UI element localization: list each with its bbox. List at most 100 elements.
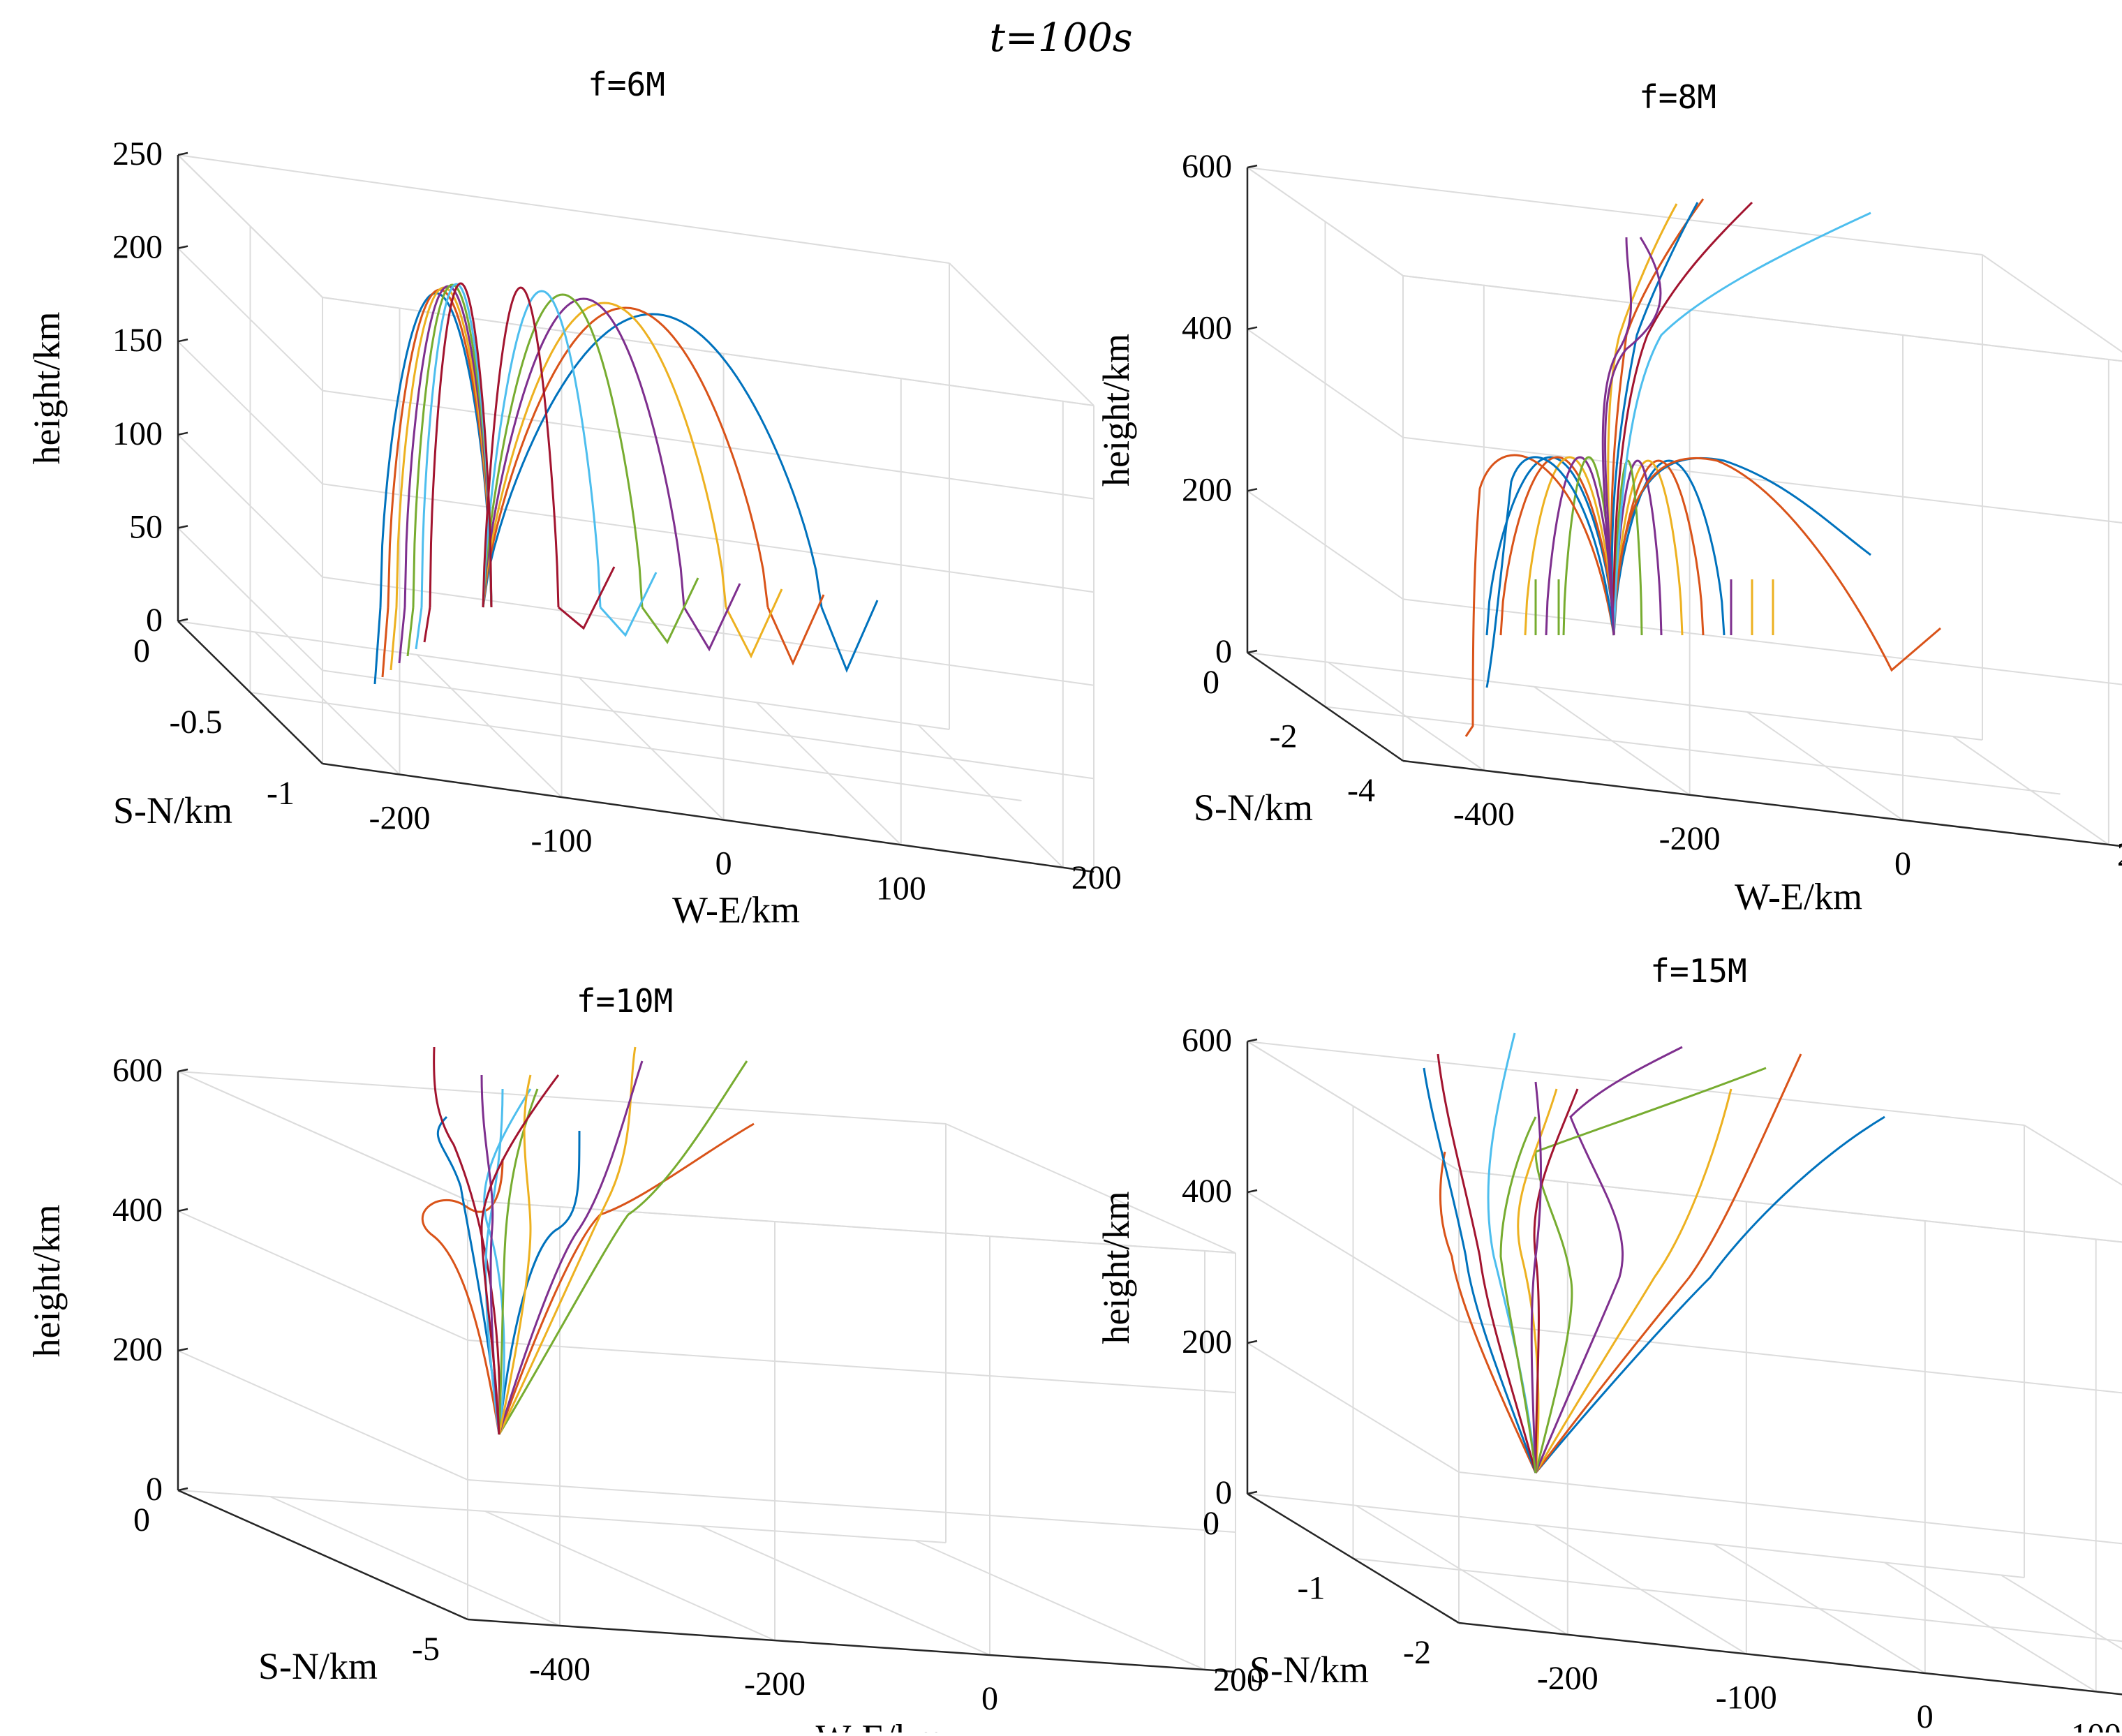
y-axis-label: S-N/km bbox=[1194, 787, 1313, 829]
subplot-title: f=10M bbox=[577, 982, 673, 1020]
z-tick-mark bbox=[1247, 1039, 1257, 1041]
ray-path bbox=[424, 607, 430, 642]
floor-gridline bbox=[1326, 707, 2061, 794]
subplot-2: 02004006000-2-4-400-2000200W-E/kmS-N/kmh… bbox=[1095, 78, 2122, 918]
floor-gridline bbox=[700, 1526, 990, 1655]
x-tick-label: 100 bbox=[2071, 1716, 2121, 1733]
ray-path bbox=[1614, 202, 1752, 635]
back-wall-gridline bbox=[1459, 1171, 2122, 1254]
floor-gridline bbox=[270, 1497, 560, 1626]
side-wall-gridline bbox=[178, 1211, 468, 1340]
z-tick-label: 400 bbox=[1182, 1173, 1232, 1210]
ray-path bbox=[642, 578, 698, 642]
z-tick-label: 600 bbox=[112, 1052, 163, 1089]
ray-path bbox=[483, 291, 600, 607]
z-tick-label: 50 bbox=[129, 508, 163, 545]
z-tick-mark bbox=[1247, 165, 1257, 168]
z-axis-label: height/km bbox=[1095, 1192, 1137, 1344]
z-tick-mark bbox=[1247, 1492, 1257, 1494]
z-tick-mark bbox=[178, 339, 188, 341]
y-tick-label: -1 bbox=[1298, 1570, 1326, 1607]
x-tick-label: -100 bbox=[1716, 1679, 1777, 1716]
x-tick-label: -200 bbox=[744, 1665, 806, 1702]
x-tick-label: 0 bbox=[1894, 845, 1911, 882]
x-axis-label: W-E/km bbox=[672, 889, 800, 931]
floor-gridline bbox=[1353, 1559, 2122, 1642]
y-tick-label: 0 bbox=[133, 632, 150, 669]
z-tick-label: 600 bbox=[1182, 148, 1232, 185]
y-tick-label: -5 bbox=[412, 1631, 440, 1668]
z-axis-label: height/km bbox=[26, 1205, 68, 1358]
z-tick-label: 200 bbox=[1182, 471, 1232, 508]
figure-title: t=100s bbox=[0, 15, 2122, 61]
x-tick-label: 0 bbox=[715, 845, 732, 882]
ray-path bbox=[1614, 458, 1871, 635]
z-tick-label: 200 bbox=[112, 1331, 163, 1368]
ray-path bbox=[391, 607, 396, 670]
z-tick-mark bbox=[1247, 489, 1257, 491]
floor-gridline bbox=[485, 1511, 775, 1640]
ray-path bbox=[1614, 458, 1941, 670]
y-tick-label: -2 bbox=[1403, 1634, 1431, 1671]
ray-path bbox=[558, 567, 614, 628]
ray-path bbox=[499, 1124, 754, 1434]
x-tick-label: 0 bbox=[1917, 1698, 1934, 1733]
subplot-3: 02004006000-5-400-2000200W-E/kmS-N/kmhei… bbox=[26, 982, 1263, 1733]
ray-path bbox=[726, 589, 782, 656]
z-axis-label: height/km bbox=[1095, 334, 1137, 487]
z-tick-label: 100 bbox=[112, 415, 163, 452]
ray-path bbox=[383, 607, 388, 677]
z-tick-label: 200 bbox=[1182, 1323, 1232, 1360]
z-tick-mark bbox=[178, 433, 188, 435]
x-tick-label: 200 bbox=[1071, 859, 1122, 896]
y-axis-label: S-N/km bbox=[258, 1645, 378, 1687]
z-tick-label: 250 bbox=[112, 135, 163, 172]
frame-edge bbox=[178, 1071, 468, 1201]
z-tick-mark bbox=[178, 526, 188, 528]
z-tick-mark bbox=[1247, 327, 1257, 329]
z-tick-mark bbox=[1247, 1341, 1257, 1343]
frame-edge bbox=[1247, 168, 1982, 255]
back-wall-gridline bbox=[468, 1480, 1236, 1532]
x-tick-label: 0 bbox=[981, 1680, 998, 1717]
ray-path bbox=[1536, 1054, 1801, 1473]
ray-path bbox=[405, 286, 491, 607]
ray-path bbox=[408, 607, 413, 656]
z-tick-mark bbox=[178, 246, 188, 248]
y-tick-label: -0.5 bbox=[170, 704, 223, 741]
x-tick-label: -400 bbox=[529, 1651, 591, 1688]
x-tick-label: -400 bbox=[1453, 796, 1515, 833]
ray-path bbox=[483, 314, 822, 607]
frame-edge bbox=[1403, 276, 2122, 363]
z-axis-label: height/km bbox=[26, 312, 68, 465]
ray-path bbox=[768, 595, 824, 663]
frame-edge bbox=[2024, 1125, 2122, 1254]
y-axis-label: S-N/km bbox=[1249, 1649, 1369, 1691]
floor-gridline bbox=[1247, 653, 1982, 740]
z-tick-label: 600 bbox=[1182, 1022, 1232, 1059]
x-axis-line bbox=[322, 764, 1094, 872]
x-axis-label: W-E/km bbox=[1735, 876, 1862, 918]
z-tick-mark bbox=[1247, 1190, 1257, 1192]
ray-path bbox=[375, 607, 380, 684]
y-axis-label: S-N/km bbox=[113, 789, 232, 831]
y-axis-line bbox=[178, 1490, 468, 1619]
ray-path bbox=[1536, 1068, 1766, 1473]
frame-edge bbox=[949, 263, 1094, 406]
z-tick-mark bbox=[178, 1349, 188, 1351]
ray-path bbox=[600, 572, 656, 635]
z-tick-mark bbox=[178, 1488, 188, 1490]
back-wall-gridline bbox=[1459, 1472, 2122, 1556]
x-tick-label: -100 bbox=[531, 822, 593, 859]
subplot-title: f=8M bbox=[1639, 78, 1716, 116]
ray-path bbox=[499, 1131, 579, 1434]
z-tick-label: 400 bbox=[112, 1192, 163, 1229]
ray-path bbox=[1536, 1047, 1682, 1473]
z-tick-mark bbox=[178, 619, 188, 621]
floor-gridline bbox=[915, 1541, 1205, 1670]
ray-path bbox=[1536, 1117, 1885, 1473]
ray-path bbox=[822, 600, 877, 670]
y-tick-label: -2 bbox=[1270, 718, 1298, 755]
